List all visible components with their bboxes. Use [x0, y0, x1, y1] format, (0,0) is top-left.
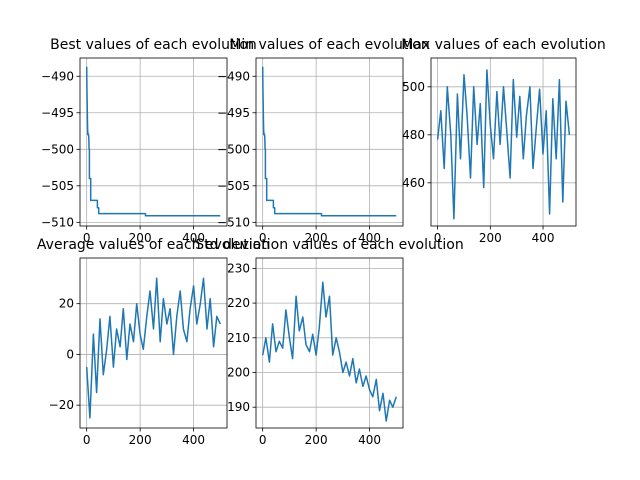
x-tick-label: 400 — [182, 231, 205, 245]
y-tick-label: 210 — [227, 331, 250, 345]
y-tick-label: −500 — [217, 142, 250, 156]
y-tick-label: 460 — [402, 176, 425, 190]
y-tick-label: −20 — [49, 398, 74, 412]
subplot-title: Best values of each evolution — [50, 37, 257, 53]
y-tick-label: 200 — [227, 365, 250, 379]
y-tick-label: 480 — [402, 128, 425, 142]
y-tick-label: −505 — [41, 179, 74, 193]
x-tick-label: 200 — [129, 231, 152, 245]
x-tick-label: 400 — [182, 433, 205, 447]
y-tick-label: −495 — [217, 106, 250, 120]
x-tick-label: 200 — [305, 231, 328, 245]
x-tick-label: 200 — [129, 433, 152, 447]
series-line — [85, 277, 221, 419]
y-tick-label: 0 — [66, 347, 74, 361]
subplot-title: Std deviation values of each evolution — [195, 237, 463, 253]
y-tick-label: 500 — [402, 80, 425, 94]
x-tick-label: 0 — [259, 231, 267, 245]
axes-frame — [79, 57, 228, 227]
x-tick-label: 0 — [83, 433, 91, 447]
series-line — [85, 66, 221, 217]
y-tick-label: −510 — [41, 215, 74, 229]
y-tick-label: 190 — [227, 400, 250, 414]
subplot-title: Min values of each evolution — [229, 37, 429, 53]
y-tick-label: −490 — [217, 69, 250, 83]
x-tick-label: 200 — [479, 231, 502, 245]
y-tick-label: 220 — [227, 296, 250, 310]
y-tick-label: −505 — [217, 179, 250, 193]
x-tick-label: 0 — [434, 231, 442, 245]
axes-frame — [430, 57, 577, 227]
x-tick-label: 400 — [358, 231, 381, 245]
axes-frame — [79, 257, 228, 429]
axes-frame — [255, 257, 404, 429]
x-tick-label: 0 — [83, 231, 91, 245]
series-line — [261, 66, 397, 217]
subplot-title: Average values of each evolution — [37, 237, 270, 253]
x-tick-label: 400 — [358, 433, 381, 447]
x-tick-label: 200 — [305, 433, 328, 447]
subplot-3: 0 200 400 460 480 500 Max values of each evolu… — [401, 37, 606, 245]
axes-frame — [255, 57, 404, 227]
y-tick-label: −495 — [41, 106, 74, 120]
y-tick-label: −510 — [217, 215, 250, 229]
y-tick-label: −500 — [41, 142, 74, 156]
y-tick-label: 230 — [227, 261, 250, 275]
subplot-5: 0 200 400 190 200 210 220 230 Std deviation valu… — [195, 237, 463, 447]
x-tick-label: 400 — [532, 231, 555, 245]
series-line — [436, 69, 571, 220]
series-line — [261, 281, 398, 422]
subplot-4: 0 200 400 −20 0 20 Average values of each evol… — [37, 237, 270, 447]
subplot-title: Max values of each evolution — [401, 37, 606, 53]
subplot-2: 0 200 400 −490 −495 −500 −505 −510 Min values of… — [217, 37, 430, 245]
subplot-1: 0 200 400 −490 −495 −500 −505 −510 Best values o… — [41, 37, 257, 245]
y-tick-label: 20 — [59, 297, 74, 311]
y-tick-label: −490 — [41, 69, 74, 83]
x-tick-label: 0 — [259, 433, 267, 447]
